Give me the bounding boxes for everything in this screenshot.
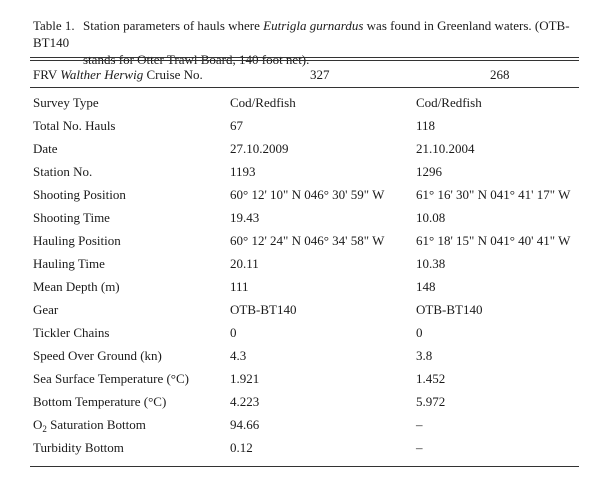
param-name: Shooting Time xyxy=(33,209,110,225)
value-cruise-268: 61° 16' 30" N 041° 41' 17" W xyxy=(416,186,571,202)
value-cruise-327: 4.223 xyxy=(230,393,260,409)
value-cruise-268: – xyxy=(416,439,423,455)
param-name: Mean Depth (m) xyxy=(33,278,120,294)
param-name: Total No. Hauls xyxy=(33,117,116,133)
caption-species: Eutrigla gurnardus xyxy=(263,18,364,33)
table-row: Turbidity Bottom 0.12 – xyxy=(33,436,576,459)
param-name: Survey Type xyxy=(33,94,99,110)
table-row: Hauling Time 20.11 10.38 xyxy=(33,252,576,275)
value-cruise-268: 10.08 xyxy=(416,209,446,225)
table-row: Date 27.10.2009 21.10.2004 xyxy=(33,137,576,160)
value-cruise-327: Cod/Redfish xyxy=(230,94,296,110)
param-name: Shooting Position xyxy=(33,186,126,202)
value-cruise-268: Cod/Redfish xyxy=(416,94,482,110)
table-row: Mean Depth (m) 111 148 xyxy=(33,275,576,298)
param-name: Gear xyxy=(33,301,59,317)
value-cruise-268: – xyxy=(416,416,423,432)
param-name: Speed Over Ground (kn) xyxy=(33,347,162,363)
param-name: Turbidity Bottom xyxy=(33,439,124,455)
value-cruise-268: 118 xyxy=(416,117,436,133)
table-row: Tickler Chains 0 0 xyxy=(33,321,576,344)
caption-line-2: stands for Otter Trawl Board, 140 foot n… xyxy=(33,51,581,68)
value-cruise-327: 27.10.2009 xyxy=(230,140,289,156)
param-name: Hauling Time xyxy=(33,255,105,271)
table-row: Sea Surface Temperature (°C) 1.921 1.452 xyxy=(33,367,576,390)
header-cruise-label: FRV Walther Herwig Cruise No. xyxy=(33,67,203,82)
value-cruise-268: 61° 18' 15" N 041° 40' 41" W xyxy=(416,232,571,248)
top-rule-1 xyxy=(30,57,579,58)
value-cruise-327: 4.3 xyxy=(230,347,247,363)
table-row: Speed Over Ground (kn) 4.3 3.8 xyxy=(33,344,576,367)
caption-text: Station parameters of hauls where xyxy=(83,18,264,33)
header-rule xyxy=(30,87,579,88)
header-cruise-268: 268 xyxy=(490,67,510,82)
table-row: Shooting Time 19.43 10.08 xyxy=(33,206,576,229)
value-cruise-268: 148 xyxy=(416,278,436,294)
value-cruise-327: 94.66 xyxy=(230,416,260,432)
station-parameters-table: Survey Type Cod/Redfish Cod/Redfish Total N… xyxy=(33,91,576,459)
table-row: Survey Type Cod/Redfish Cod/Redfish xyxy=(33,91,576,114)
value-cruise-327: 20.11 xyxy=(230,255,259,271)
value-cruise-268: 10.38 xyxy=(416,255,446,271)
value-cruise-327: 19.43 xyxy=(230,209,260,225)
value-cruise-268: 1296 xyxy=(416,163,442,179)
table-row: Station No. 1193 1296 xyxy=(33,160,576,183)
table-row: O2 Saturation Bottom 94.66 – xyxy=(33,413,576,436)
table-row: Shooting Position 60° 12' 10" N 046° 30' … xyxy=(33,183,576,206)
param-name: Date xyxy=(33,140,58,156)
table-caption: Table 1. Station parameters of hauls wher… xyxy=(33,17,581,68)
top-rule-2 xyxy=(30,60,579,61)
value-cruise-268: 21.10.2004 xyxy=(416,140,475,156)
value-cruise-268: OTB-BT140 xyxy=(416,301,483,317)
caption-label: Table 1. xyxy=(33,18,75,33)
value-cruise-327: 1193 xyxy=(230,163,256,179)
value-cruise-327: 1.921 xyxy=(230,370,260,386)
value-cruise-327: OTB-BT140 xyxy=(230,301,297,317)
table-row: Total No. Hauls 67 118 xyxy=(33,114,576,137)
vessel-name: Walther Herwig xyxy=(60,67,144,82)
value-cruise-327: 111 xyxy=(230,278,249,294)
header-cruise-327: 327 xyxy=(310,67,330,82)
value-cruise-327: 60° 12' 24" N 046° 34' 58" W xyxy=(230,232,385,248)
value-cruise-268: 5.972 xyxy=(416,393,446,409)
table-row: Bottom Temperature (°C) 4.223 5.972 xyxy=(33,390,576,413)
value-cruise-268: 3.8 xyxy=(416,347,433,363)
param-name: Hauling Position xyxy=(33,232,121,248)
value-cruise-327: 0.12 xyxy=(230,439,253,455)
param-name: Tickler Chains xyxy=(33,324,110,340)
value-cruise-327: 0 xyxy=(230,324,237,340)
value-cruise-268: 1.452 xyxy=(416,370,446,386)
value-cruise-327: 60° 12' 10" N 046° 30' 59" W xyxy=(230,186,385,202)
param-name: O2 Saturation Bottom xyxy=(33,416,146,434)
caption-text-cont: was found in Greenland waters. (OTB-BT14… xyxy=(33,18,570,50)
bottom-rule xyxy=(30,466,579,467)
table-body: Survey Type Cod/Redfish Cod/Redfish Total N… xyxy=(33,91,576,459)
value-cruise-327: 67 xyxy=(230,117,243,133)
param-name: Bottom Temperature (°C) xyxy=(33,393,167,409)
table-row: Hauling Position 60° 12' 24" N 046° 34' 5… xyxy=(33,229,576,252)
table-row: Gear OTB-BT140 OTB-BT140 xyxy=(33,298,576,321)
value-cruise-268: 0 xyxy=(416,324,423,340)
param-name: Station No. xyxy=(33,163,93,179)
param-name: Sea Surface Temperature (°C) xyxy=(33,370,190,386)
